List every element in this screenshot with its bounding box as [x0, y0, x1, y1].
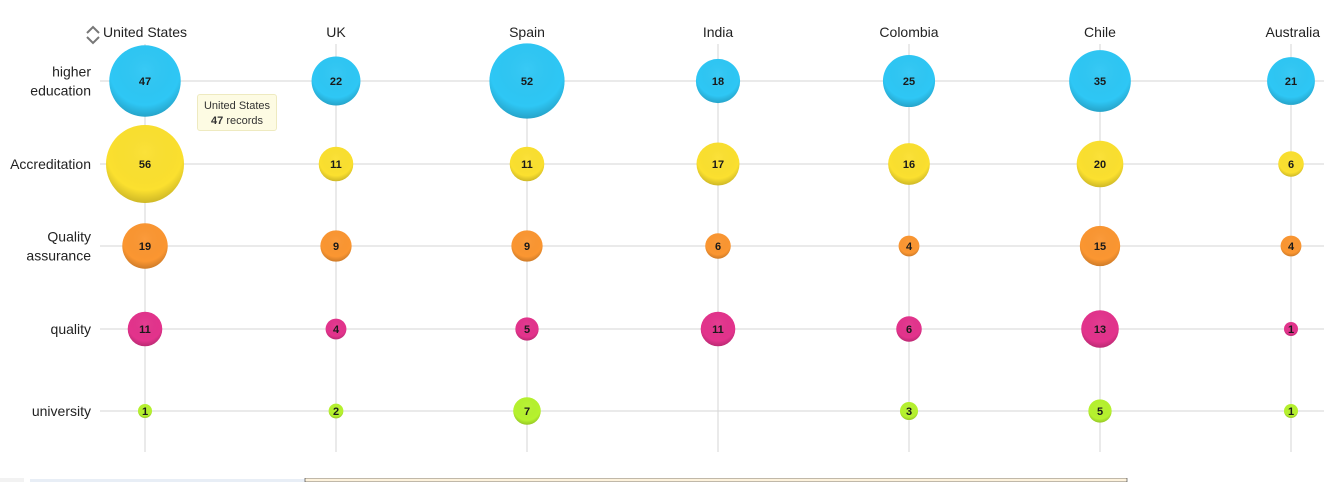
column-label-uk: UK [326, 24, 346, 40]
bubble-label-quality-australia: 1 [1288, 324, 1294, 336]
row-label-higher-education-line-0: higher [52, 64, 91, 80]
tooltip-records: 47 records [198, 114, 276, 129]
column-label-colombia: Colombia [879, 24, 938, 40]
bottom-scroll-strip [0, 478, 1128, 482]
bubble-label-accreditation-chile: 20 [1094, 159, 1106, 171]
bubble-label-university-spain: 7 [524, 406, 530, 418]
tooltip-count: 47 [211, 115, 224, 127]
column-labels: United States UK Spain India Colombia Chile Au… [103, 24, 1320, 40]
row-label-higher-education-line-1: education [30, 83, 91, 99]
column-label-chile: Chile [1084, 24, 1116, 40]
bubble-label-university-australia: 1 [1288, 406, 1294, 418]
bubble-label-higher-education-australia: 21 [1285, 76, 1297, 88]
bubble-label-university-chile: 5 [1097, 406, 1103, 418]
column-label-united-states: United States [103, 24, 187, 40]
row-label-quality: quality [51, 321, 91, 337]
bubble-label-university-united-states: 1 [142, 406, 148, 418]
resize-icon[interactable] [84, 22, 102, 48]
column-label-australia: Australia [1266, 24, 1321, 40]
bubble-label-quality-uk: 4 [333, 324, 340, 336]
bubble-label-quality-assurance-spain: 9 [524, 241, 530, 253]
row-label-quality-assurance-line-1: assurance [26, 248, 91, 264]
bubble-label-higher-education-india: 18 [712, 76, 724, 88]
bubble-label-university-colombia: 3 [906, 406, 912, 418]
column-label-india: India [703, 24, 734, 40]
bubble-label-higher-education-united-states: 47 [139, 76, 151, 88]
bubble-label-university-uk: 2 [333, 406, 339, 418]
row-label-university: university [32, 403, 91, 419]
bubble-label-quality-colombia: 6 [906, 324, 912, 336]
bubble-label-quality-assurance-united-states: 19 [139, 241, 151, 253]
row-label-quality-assurance-line-0: Quality [47, 229, 91, 245]
bubble-label-higher-education-spain: 52 [521, 76, 533, 88]
tooltip-country: United States [203, 100, 271, 112]
column-label-spain: Spain [509, 24, 545, 40]
bubble-label-quality-assurance-chile: 15 [1094, 241, 1106, 253]
bubble-label-quality-united-states: 11 [139, 324, 151, 336]
bubble-label-quality-assurance-uk: 9 [333, 241, 339, 253]
row-labels: higher education Accreditation Quality assur… [10, 64, 91, 420]
row-label-accreditation: Accreditation [10, 156, 91, 172]
bubble-label-accreditation-uk: 11 [330, 159, 342, 171]
bubble-label-quality-assurance-india: 6 [715, 241, 721, 253]
bubble-label-quality-assurance-colombia: 4 [906, 241, 913, 253]
bubble-label-quality-assurance-australia: 4 [1288, 241, 1295, 253]
bubble-label-quality-india: 11 [712, 324, 724, 336]
bubble-label-accreditation-australia: 6 [1288, 159, 1294, 171]
bubble-label-higher-education-chile: 35 [1094, 76, 1106, 88]
bubble-label-quality-spain: 5 [524, 324, 530, 336]
tooltip-suffix: records [226, 115, 263, 127]
bubble-label-accreditation-india: 17 [712, 159, 724, 171]
tooltip: United States 47 records [197, 94, 277, 131]
bubble-label-quality-chile: 13 [1094, 324, 1106, 336]
bubble-label-accreditation-colombia: 16 [903, 159, 915, 171]
bubble-label-accreditation-united-states: 56 [139, 159, 151, 171]
bubble-label-higher-education-uk: 22 [330, 76, 342, 88]
bubble-label-accreditation-spain: 11 [521, 159, 533, 171]
bubble-label-higher-education-colombia: 25 [903, 76, 915, 88]
